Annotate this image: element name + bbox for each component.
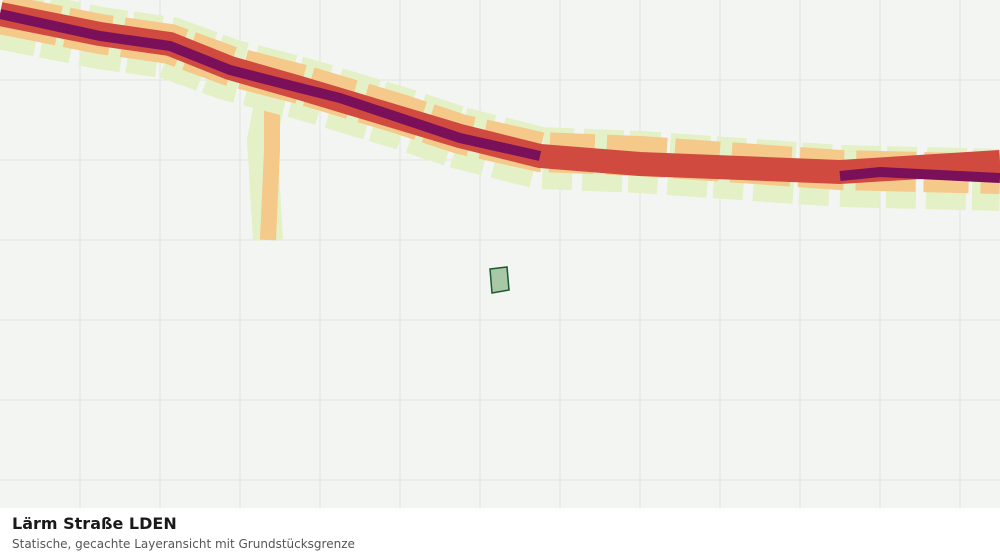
noise-layer [0,0,1000,241]
map-background [0,0,1000,508]
layer-title: Lärm Straße LDEN [12,514,177,533]
map-view [0,0,1000,508]
layer-subtitle: Statische, gecachte Layeransicht mit Gru… [12,537,355,551]
noise-zone-max [0,9,542,161]
caption: Lärm Straße LDEN Statische, gecachte Lay… [0,508,1000,560]
noise-zone-max [839,166,1000,183]
noise-zone-mid [260,110,280,241]
parcel-boundary [489,266,510,294]
